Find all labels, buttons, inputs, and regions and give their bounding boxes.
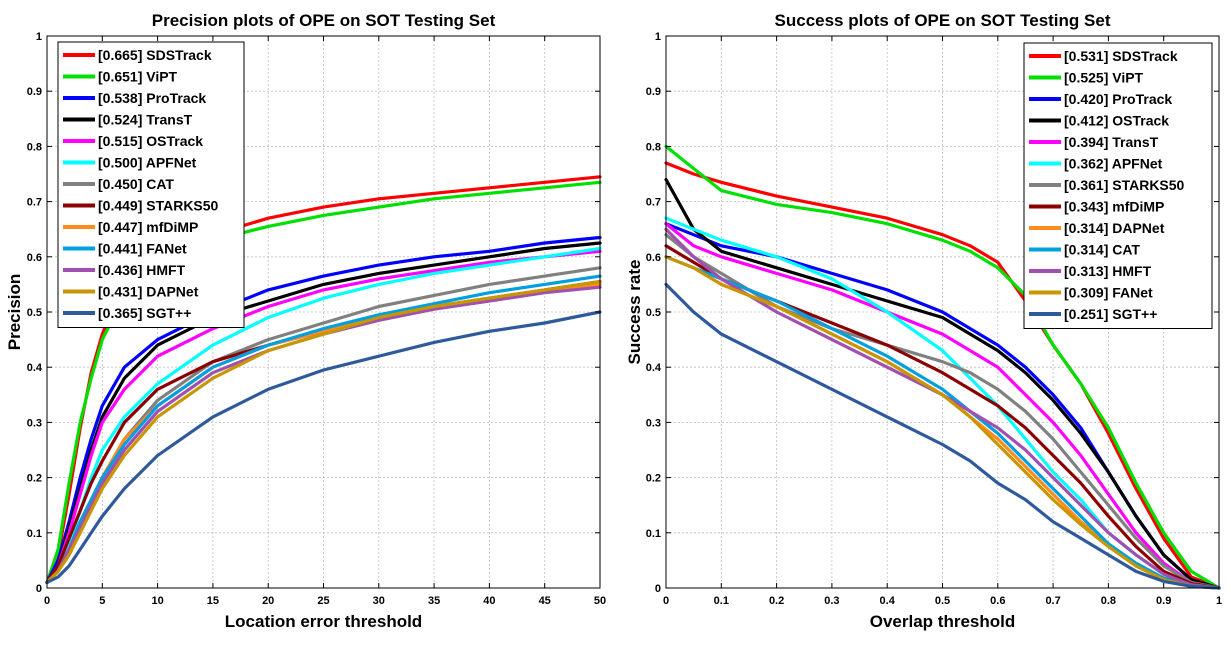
legend-label-5: [0.394] TransT	[1064, 134, 1159, 150]
legend: [0.665] SDSTrack [0.651] ViPT [0.538] ProT…	[57, 41, 245, 328]
y-tick-label: 0.8	[27, 141, 42, 153]
x-axis-label: Location error threshold	[225, 612, 422, 631]
y-tick-label: 0.4	[646, 362, 662, 374]
y-tick-label: 0.5	[27, 307, 42, 319]
series-line-11	[664, 227, 1221, 590]
y-tick-label: 0.4	[27, 362, 43, 374]
y-tick-label: 0.7	[646, 197, 661, 209]
x-tick-label: 0	[663, 595, 669, 607]
legend-label-4: [0.412] OSTrack	[1064, 113, 1169, 129]
x-axis-label: Overlap threshold	[870, 612, 1015, 631]
x-tick-label: 0.9	[1156, 595, 1171, 607]
legend-label-3: [0.420] ProTrack	[1064, 91, 1172, 107]
x-tick-label: 1	[1216, 595, 1222, 607]
precision-plot-panel: 0 5 10 15 20 25 30 35 40 45 50 0 0.1 0.2 0.3 0.4 0.5 0.6 0…	[5, 11, 606, 631]
y-tick-label: 0	[36, 583, 42, 595]
chart-title: Success plots of OPE on SOT Testing Set	[775, 11, 1111, 30]
y-tick-label: 0.6	[646, 252, 661, 264]
series-line-12	[664, 255, 1221, 590]
x-tick-label: 0.1	[714, 595, 729, 607]
y-tick-label: 0.8	[646, 141, 661, 153]
legend-label-11: [0.436] HMFT	[98, 262, 186, 278]
legend-label-13: [0.365] SGT++	[98, 305, 191, 321]
x-tick-label: 20	[262, 595, 274, 607]
x-tick-label: 30	[373, 595, 385, 607]
legend-label-9: [0.314] DAPNet	[1064, 220, 1165, 236]
legend-label-6: [0.500] APFNet	[98, 155, 197, 171]
chart-title: Precision plots of OPE on SOT Testing Se…	[152, 11, 496, 30]
y-tick-label: 0.1	[27, 528, 42, 540]
success-plot-panel: 0 0.1 0.2 0.3 0.4 0.5 0.6 0.7 0.8 0.9 1 0 0.1 0.2 0.3 0…	[625, 11, 1222, 631]
legend-label-8: [0.449] STARKS50	[98, 198, 219, 214]
legend-label-8: [0.343] mfDiMP	[1064, 199, 1164, 215]
x-tick-label: 0.6	[990, 595, 1005, 607]
x-tick-label: 0.3	[824, 595, 839, 607]
legend-label-7: [0.450] CAT	[98, 176, 174, 192]
y-axis-label: Success rate	[625, 260, 644, 365]
y-tick-label: 0	[655, 583, 661, 595]
x-tick-label: 0.7	[1045, 595, 1060, 607]
x-tick-label: 0	[44, 595, 50, 607]
legend-label-7: [0.361] STARKS50	[1064, 177, 1185, 193]
series-line-13	[664, 282, 1221, 590]
series-lines	[664, 144, 1221, 590]
legend-label-2: [0.525] ViPT	[1064, 70, 1144, 86]
legend-label-2: [0.651] ViPT	[98, 69, 178, 85]
x-tick-label: 5	[99, 595, 105, 607]
legend-label-9: [0.447] mfDiMP	[98, 219, 198, 235]
legend-label-1: [0.531] SDSTrack	[1064, 48, 1178, 64]
x-tick-label: 0.5	[935, 595, 950, 607]
series-line-7	[664, 233, 1221, 590]
legend-label-13: [0.251] SGT++	[1064, 306, 1157, 322]
legend-label-12: [0.309] FANet	[1064, 285, 1153, 301]
legend-label-3: [0.538] ProTrack	[98, 90, 206, 106]
y-tick-label: 0.1	[646, 528, 661, 540]
y-tick-label: 0.2	[646, 473, 661, 485]
series-line-4	[664, 177, 1221, 590]
y-tick-label: 1	[36, 31, 42, 43]
y-tick-label: 1	[655, 31, 661, 43]
x-tick-label: 0.4	[880, 595, 896, 607]
series-line-10	[664, 255, 1221, 590]
series-line-5	[45, 249, 602, 585]
legend-label-5: [0.515] OSTrack	[98, 133, 203, 149]
legend: [0.531] SDSTrack [0.525] ViPT [0.420] ProT…	[1023, 42, 1213, 329]
y-tick-label: 0.9	[646, 86, 661, 98]
series-line-11	[45, 285, 602, 585]
x-tick-label: 25	[317, 595, 329, 607]
x-tick-label: 15	[207, 595, 219, 607]
x-tick-label: 0.2	[769, 595, 784, 607]
series-line-13	[45, 310, 602, 585]
legend-label-11: [0.313] HMFT	[1064, 263, 1152, 279]
x-tick-label: 45	[539, 595, 551, 607]
series-line-5	[664, 222, 1221, 590]
x-tick-label: 40	[483, 595, 495, 607]
legend-label-6: [0.362] APFNet	[1064, 156, 1163, 172]
x-tick-label: 10	[151, 595, 163, 607]
legend-label-10: [0.441] FANet	[98, 241, 187, 257]
y-tick-label: 0.5	[646, 307, 661, 319]
series-line-12	[45, 280, 602, 585]
y-tick-label: 0.3	[27, 417, 42, 429]
legend-label-4: [0.524] TransT	[98, 112, 193, 128]
legend-label-10: [0.314] CAT	[1064, 242, 1140, 258]
x-tick-label: 0.8	[1101, 595, 1116, 607]
y-axis-label: Precision	[5, 274, 24, 351]
y-tick-label: 0.6	[27, 252, 42, 264]
y-tick-label: 0.7	[27, 197, 42, 209]
series-line-1	[664, 161, 1221, 590]
series-line-2	[664, 144, 1221, 590]
y-tick-label: 0.9	[27, 86, 42, 98]
legend-label-1: [0.665] SDSTrack	[98, 47, 212, 63]
x-tick-label: 50	[594, 595, 606, 607]
y-tick-label: 0.3	[646, 417, 661, 429]
x-tick-label: 35	[428, 595, 440, 607]
legend-label-12: [0.431] DAPNet	[98, 284, 199, 300]
y-tick-label: 0.2	[27, 473, 42, 485]
